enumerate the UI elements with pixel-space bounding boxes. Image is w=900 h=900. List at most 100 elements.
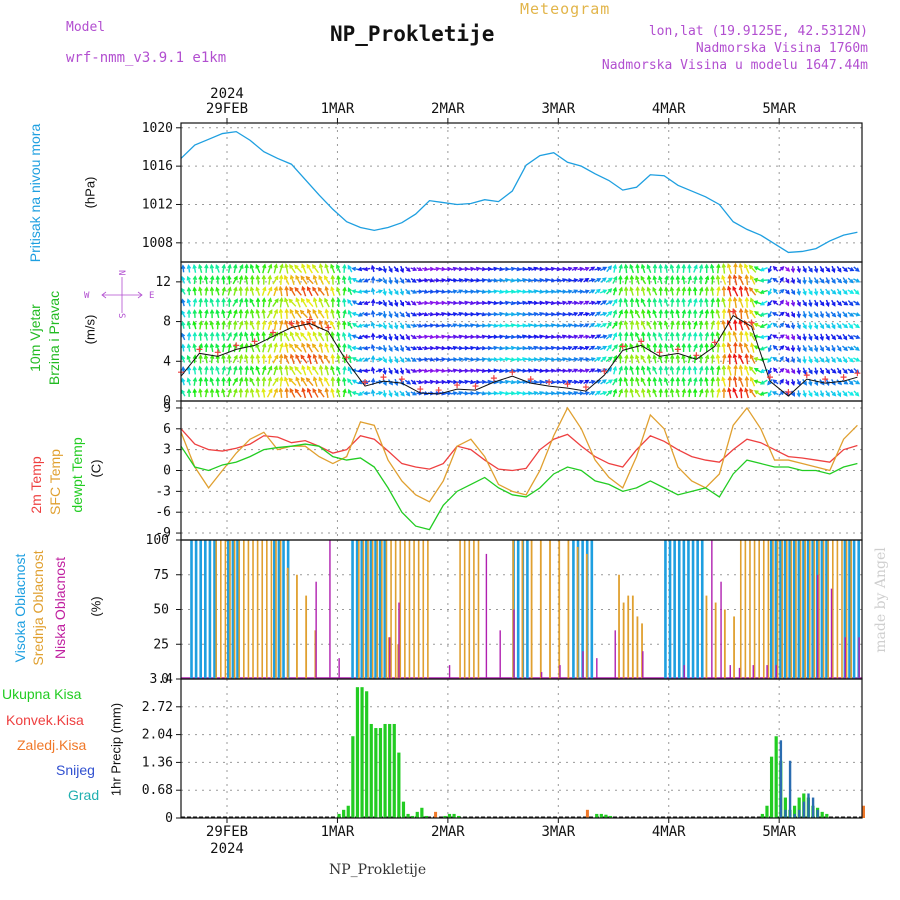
wind-arrow [279, 343, 283, 353]
wind-arrow-head [533, 345, 539, 351]
wind-arrow-head [458, 266, 464, 272]
wind-arrow-head [767, 279, 772, 284]
wind-arrow-head [849, 267, 855, 272]
wind-arrow-head [452, 266, 458, 272]
wind-arrow-head [181, 332, 186, 338]
wind-arrow [745, 354, 749, 365]
wind-arrow [319, 343, 324, 353]
wind-arrow-head [843, 369, 848, 374]
wind-arrow-head [378, 311, 384, 317]
cloud-high-bar [590, 540, 594, 679]
wind-arrow-head [429, 379, 435, 385]
wind-arrow-head [602, 300, 607, 305]
cloud-high-bar [677, 540, 681, 679]
cloud-high-bar [383, 540, 387, 679]
wind-arrow [268, 354, 271, 364]
wind-arrow-head [209, 331, 215, 337]
precip-total-bar [365, 691, 369, 818]
wind-arrow-head [378, 334, 384, 339]
wind-arrow [734, 297, 737, 308]
wind-arrow-head [499, 368, 505, 373]
wind-arrow [630, 389, 634, 398]
wind-arrow-head [698, 297, 704, 303]
wind-arrow [739, 365, 743, 376]
wind-arrow-head [715, 308, 720, 314]
wind-arrow-head [475, 323, 481, 328]
cloud-high-bar [779, 540, 782, 679]
wind-gust-marker [564, 381, 571, 388]
precip-tick-label: 3.4 [150, 672, 174, 687]
wind-arrow-head [539, 379, 545, 385]
wind-arrow-head [573, 391, 579, 396]
wind-arrow [262, 321, 266, 330]
wind-arrow-head [780, 288, 785, 294]
wind-arrow-head [681, 309, 687, 314]
wind-arrow-head [470, 379, 475, 385]
cloud-mid-bar [585, 553, 588, 679]
wind-arrow [306, 264, 313, 274]
cloud-high-bar [516, 540, 520, 679]
wind-arrow [641, 287, 646, 296]
wind-arrow-head [306, 308, 312, 314]
precip-total-bar [392, 723, 396, 818]
wind-arrow-head [370, 264, 376, 270]
top-day-label: 2MAR [431, 101, 465, 117]
wind-arrow [630, 310, 634, 319]
wind-arrow [740, 388, 743, 399]
wind-arrow-head [307, 330, 312, 336]
wind-arrow [325, 366, 329, 376]
legend-convective-rain: Konvek.Kisa [6, 712, 84, 728]
wind-arrow-head [209, 388, 215, 393]
wind-arrow-head [418, 357, 424, 362]
wind-arrow-head [233, 365, 238, 371]
wind-arrow-head [629, 297, 635, 303]
wind-arrow-head [837, 335, 843, 340]
wind-arrow [305, 276, 314, 285]
wind-arrow-head [418, 300, 424, 306]
wind-arrow-head [624, 274, 629, 280]
wind-gust-marker [270, 329, 277, 336]
cloud-mid-bar [627, 595, 630, 679]
wind-arrow-head [284, 263, 289, 268]
cloud-high-bar [691, 540, 695, 679]
wind-arrow-head [221, 354, 226, 359]
wind-arrow-head [579, 289, 585, 294]
wind-arrow [296, 320, 301, 331]
wind-arrow-head [721, 274, 726, 280]
panel-frame-pressure [180, 122, 863, 263]
wind-arrow-head [238, 376, 244, 382]
wind-arrow-head [215, 354, 220, 360]
wind-arrow-head [813, 370, 819, 376]
wind-arrow-head [675, 275, 681, 280]
wind-arrow-head [687, 388, 692, 393]
wind-arrow [711, 310, 714, 319]
wind-arrow-head [629, 365, 634, 371]
wind-arrow-head [458, 278, 464, 283]
wind-arrow-head [802, 381, 807, 386]
wind-arrow-head [573, 379, 579, 385]
wind-arrow [749, 265, 757, 273]
wind-arrow-head [831, 268, 836, 274]
wind-arrow-head [814, 324, 819, 330]
wind-arrow-head [233, 309, 238, 314]
wind-arrow-head [664, 365, 669, 371]
wind-arrow-head [388, 313, 393, 319]
wind-arrow-head [453, 300, 458, 306]
wind-arrow-head [267, 376, 273, 382]
wind-arrow-head [699, 309, 704, 315]
wind-arrow-head [342, 342, 347, 348]
wind-arrow-head [744, 285, 749, 291]
wind-arrow-head [336, 376, 341, 382]
wind-arrow-head [357, 289, 363, 294]
wind-arrow-head [567, 379, 573, 384]
wind-arrow-head [849, 301, 854, 307]
cloud-mid-bar [790, 540, 793, 679]
wind-arrow-head [831, 324, 836, 330]
wind-arrow-head [837, 301, 842, 307]
wind-arrow-head [704, 342, 709, 348]
wind-arrow-head [843, 290, 848, 295]
precip-snow-bar [784, 809, 787, 818]
wind-arrow-head [843, 301, 849, 306]
wind-arrow-head [261, 376, 267, 382]
wind-arrow-head [475, 289, 481, 294]
